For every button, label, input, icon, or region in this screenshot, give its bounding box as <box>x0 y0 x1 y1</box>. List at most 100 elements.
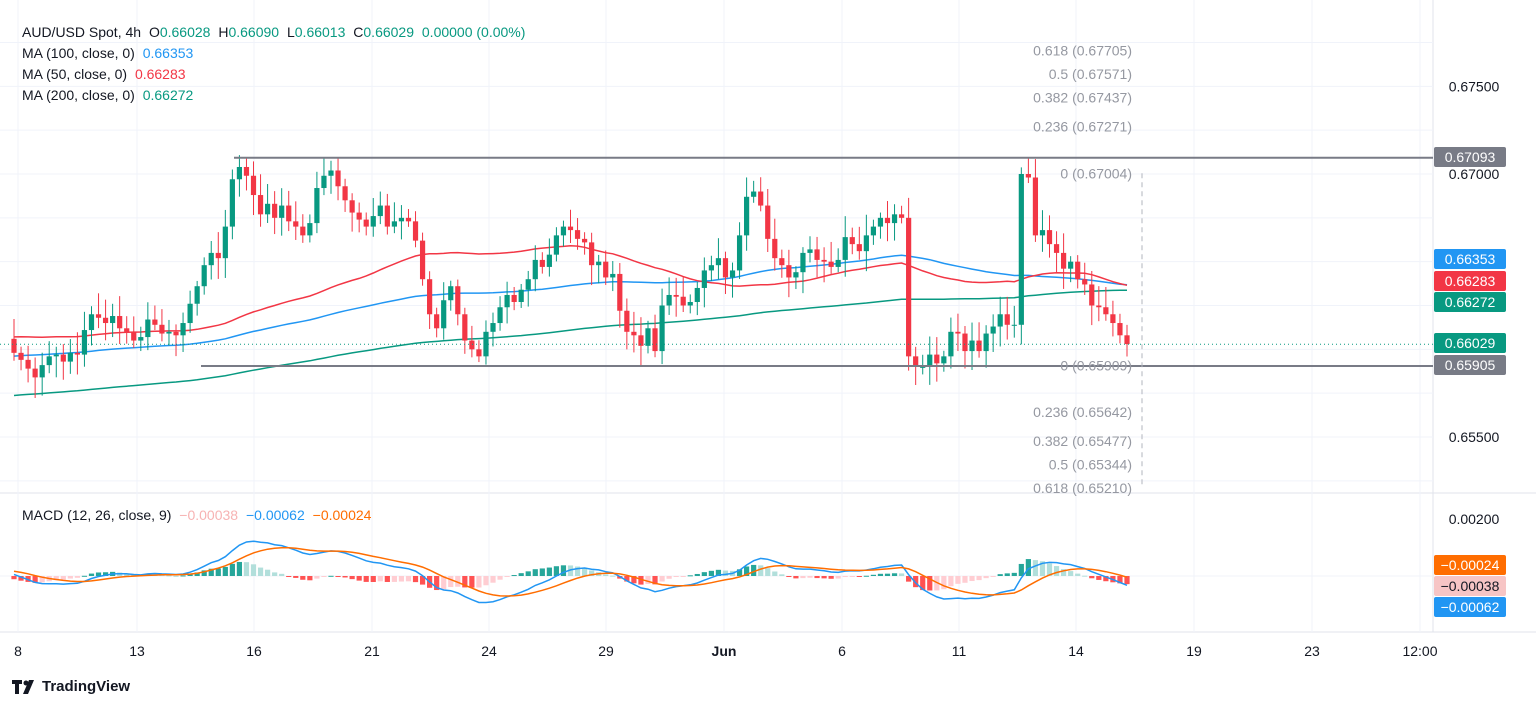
fib-label: 0.618 (0.67705) <box>1033 42 1132 58</box>
macd-histogram-bar <box>603 574 609 576</box>
time-tick-label: 8 <box>14 643 22 659</box>
macd-histogram-bar <box>384 576 390 582</box>
macd-histogram-bar <box>476 576 482 588</box>
candle-body <box>18 352 24 360</box>
candle-body <box>349 200 355 213</box>
macd-histogram-bar <box>744 566 750 576</box>
candle-body <box>884 217 891 224</box>
macd-histogram-bar <box>807 576 813 578</box>
macd-signal-value: −0.00024 <box>312 507 372 523</box>
tradingview-logo[interactable]: TradingView <box>12 678 130 695</box>
price-tag <box>1434 271 1506 291</box>
candle-body <box>363 219 369 227</box>
macd-histogram-bar <box>983 576 989 579</box>
candle-body <box>948 331 954 357</box>
macd-histogram-bar <box>772 571 778 576</box>
macd-histogram-bar <box>842 576 848 578</box>
candle-body <box>772 238 778 259</box>
candle-body <box>511 294 517 302</box>
macd-histogram-bar <box>751 564 757 576</box>
candle-body <box>441 300 447 329</box>
candle-body <box>264 203 271 215</box>
macd-histogram-bar <box>187 574 193 576</box>
candle-body <box>567 226 574 231</box>
candle-body <box>215 252 221 259</box>
candle-body <box>638 335 644 346</box>
price-tag <box>1434 355 1506 375</box>
candle-body <box>863 235 869 252</box>
candle-body <box>321 175 327 189</box>
candle-body <box>913 356 919 367</box>
axes: 0.67500 0.67000 0.65500 0.00200 8 13 16 21 24 29 J… <box>14 78 1506 659</box>
macd-histogram-bar <box>581 567 588 576</box>
macd-histogram-bar <box>286 576 292 577</box>
macd-tag <box>1434 597 1506 617</box>
macd-histogram-bar <box>758 565 764 576</box>
candle-body <box>46 356 52 366</box>
macd-histogram-bar <box>927 576 933 591</box>
price-tag-label: 0.66283 <box>1445 273 1496 289</box>
candle-body <box>497 307 503 324</box>
candle-body <box>39 365 45 378</box>
time-tick-label: 12:00 <box>1402 643 1437 659</box>
macd-histogram-bar <box>1032 560 1039 576</box>
ma50-legend[interactable]: MA (50, close, 0) 0.66283 <box>22 66 190 82</box>
macd-histogram-bar <box>849 576 855 577</box>
candle-body <box>1046 230 1053 245</box>
macd-hist-value: −0.00038 <box>179 507 239 523</box>
macd-histogram-bar <box>222 566 228 576</box>
macd-tag <box>1434 576 1506 596</box>
macd-histogram-bar <box>1046 563 1053 576</box>
price-tag-label: 0.66029 <box>1445 335 1496 351</box>
candle-body <box>631 331 637 336</box>
candle-body <box>483 331 489 357</box>
macd-histogram-bar <box>370 576 376 582</box>
candle-body <box>328 170 334 176</box>
macd-histogram-bar <box>1075 573 1081 576</box>
time-tick-label: 14 <box>1068 643 1084 659</box>
macd-histogram-bar <box>518 573 524 576</box>
ma200-label: MA (200, close, 0) <box>22 87 135 103</box>
candle-body <box>1110 314 1116 324</box>
candle-body <box>490 323 496 332</box>
candle-body <box>201 265 207 287</box>
candle-body <box>920 366 926 368</box>
ma100-legend[interactable]: MA (100, close, 0) 0.66353 <box>22 45 197 61</box>
price-tag-label: 0.66353 <box>1445 251 1496 267</box>
macd-histogram-bar <box>870 574 877 576</box>
macd-histogram-bar <box>997 574 1003 576</box>
time-tick-label: 6 <box>838 643 846 659</box>
candle-body <box>1082 279 1088 285</box>
macd-histogram-bar <box>765 568 771 576</box>
candle-body <box>455 286 461 315</box>
macd-histogram-bar <box>1124 576 1130 585</box>
candle-body <box>821 259 827 262</box>
candle-body <box>124 328 130 332</box>
macd-histogram-bar <box>419 576 426 585</box>
macd-histogram-bar <box>694 573 700 576</box>
macd-histogram-bar <box>976 576 982 581</box>
candlesticks <box>11 155 1130 398</box>
macd-histogram-bar <box>786 576 792 577</box>
candle-body <box>405 217 412 222</box>
macd-histogram-bar <box>560 565 567 576</box>
symbol-label: AUD/USD Spot, 4h <box>22 24 142 40</box>
ma50-value: 0.66283 <box>134 66 186 82</box>
macd-histogram-bar <box>215 568 221 576</box>
macd-histogram-bar <box>166 575 172 577</box>
candle-body <box>229 179 235 227</box>
macd-histogram-bar <box>715 569 722 576</box>
macd-legend[interactable]: MACD (12, 26, close, 9) −0.00038 −0.0006… <box>22 507 375 523</box>
ma200-legend[interactable]: MA (200, close, 0) 0.66272 <box>22 87 197 103</box>
fib-label: 0.236 (0.67271) <box>1033 118 1132 134</box>
candle-body <box>166 331 172 334</box>
macd-histogram-bar <box>863 575 869 577</box>
macd-histogram-bar <box>272 572 278 576</box>
candle-body <box>427 279 433 315</box>
macd-histogram-bar <box>490 576 496 583</box>
candle-body <box>1053 244 1060 253</box>
macd-histogram-bar <box>906 576 912 582</box>
candle-body <box>680 296 686 306</box>
candle-body <box>384 205 390 227</box>
